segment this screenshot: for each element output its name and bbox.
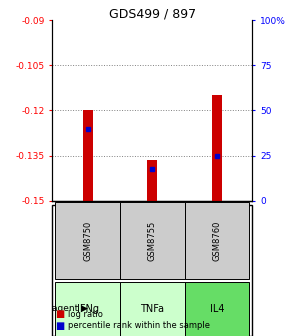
Bar (147, 160, 157, 201)
FancyBboxPatch shape (184, 282, 249, 336)
Text: IL4: IL4 (210, 304, 224, 314)
Text: GSM8750: GSM8750 (83, 220, 92, 261)
FancyBboxPatch shape (120, 202, 184, 279)
FancyBboxPatch shape (55, 202, 120, 279)
FancyBboxPatch shape (120, 282, 184, 336)
Text: percentile rank within the sample: percentile rank within the sample (68, 322, 210, 330)
Text: GSM8755: GSM8755 (148, 220, 157, 261)
Title: GDS499 / 897: GDS499 / 897 (109, 7, 196, 20)
Text: agent ▶: agent ▶ (52, 304, 88, 313)
Text: GSM8760: GSM8760 (212, 220, 221, 261)
Text: TNFa: TNFa (140, 304, 164, 314)
Text: ■: ■ (55, 321, 64, 331)
FancyBboxPatch shape (55, 282, 120, 336)
Text: IFNg: IFNg (77, 304, 99, 314)
Text: log ratio: log ratio (68, 310, 103, 319)
Bar (83, 111, 93, 201)
FancyBboxPatch shape (184, 202, 249, 279)
Bar (212, 95, 222, 201)
Text: ■: ■ (55, 309, 64, 319)
